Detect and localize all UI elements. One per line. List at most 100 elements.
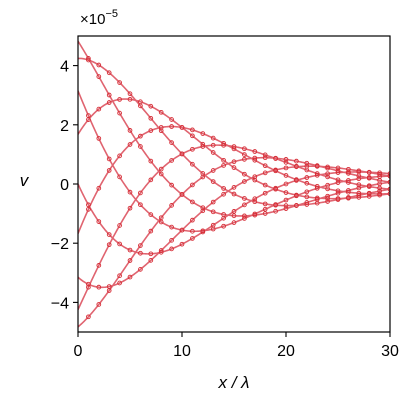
data-point: [252, 174, 258, 180]
data-point: [190, 133, 195, 139]
data-point: [210, 226, 216, 232]
data-point: [148, 103, 154, 109]
data-point: [356, 192, 362, 198]
data-point: [210, 209, 216, 215]
data-point: [96, 185, 102, 191]
data-point: [283, 206, 289, 211]
data-point: [221, 186, 226, 191]
data-point: [138, 99, 143, 105]
data-point: [346, 166, 351, 172]
data-point: [210, 199, 216, 205]
data-point: [117, 223, 122, 228]
data-point: [200, 205, 206, 211]
data-point: [377, 185, 382, 191]
data-point: [314, 183, 320, 189]
y-tick-label: −2: [51, 236, 69, 253]
data-point: [148, 212, 154, 217]
data-point: [158, 125, 164, 130]
data-point: [304, 200, 310, 205]
data-point: [387, 186, 390, 192]
series-group: [78, 40, 390, 328]
data-point: [96, 136, 102, 141]
data-point: [335, 170, 341, 175]
data-point: [86, 314, 91, 320]
data-point: [356, 190, 362, 196]
data-point: [127, 258, 133, 263]
data-point: [304, 194, 310, 200]
data-point: [335, 180, 341, 185]
data-point: [148, 115, 154, 121]
data-point: [210, 142, 216, 148]
data-point: [346, 178, 351, 183]
data-point: [335, 168, 341, 174]
y-tick-label: 0: [60, 177, 69, 194]
data-point: [169, 158, 174, 163]
data-point: [252, 157, 258, 163]
data-point: [262, 190, 268, 196]
data-point: [86, 57, 91, 63]
data-point: [314, 195, 320, 201]
data-point: [356, 176, 362, 182]
series-line-7: [78, 156, 390, 328]
data-point: [106, 242, 112, 248]
data-point: [231, 213, 237, 219]
series-line-3: [78, 57, 390, 207]
data-point: [242, 152, 247, 157]
data-point: [335, 190, 341, 196]
data-point: [283, 160, 289, 165]
data-point: [117, 80, 122, 85]
data-point: [148, 128, 154, 133]
data-point: [262, 201, 268, 207]
data-point: [242, 156, 247, 162]
data-point: [117, 174, 122, 180]
data-point: [138, 190, 143, 196]
y-tick-label: 4: [60, 59, 69, 76]
data-point: [106, 156, 112, 162]
data-point: [262, 163, 268, 169]
data-point: [294, 164, 299, 170]
data-point: [158, 248, 164, 253]
data-point: [86, 202, 91, 208]
data-point: [356, 182, 362, 188]
data-point: [169, 203, 174, 208]
data-point: [314, 185, 320, 191]
data-point: [148, 258, 154, 263]
data-point: [325, 196, 330, 201]
data-point: [106, 284, 112, 289]
data-point: [356, 173, 362, 179]
data-point: [366, 184, 372, 189]
data-point: [169, 124, 174, 129]
data-point: [96, 62, 102, 68]
data-point: [106, 100, 112, 105]
y-multiplier-base: ×10: [80, 11, 105, 28]
data-point: [127, 189, 133, 195]
data-point: [96, 284, 102, 290]
data-point: [242, 179, 247, 184]
data-point: [273, 186, 278, 192]
data-point: [117, 273, 122, 279]
data-point: [387, 171, 390, 176]
data-point: [190, 127, 195, 133]
data-point: [221, 212, 226, 217]
data-point: [210, 168, 216, 173]
data-point: [117, 280, 122, 286]
data-point: [210, 179, 216, 184]
data-point: [127, 205, 133, 211]
data-point: [190, 236, 195, 241]
data-point: [117, 241, 122, 247]
data-point: [366, 170, 372, 175]
data-point: [252, 149, 258, 154]
data-point: [138, 144, 143, 149]
data-point: [346, 180, 351, 185]
data-point: [190, 161, 195, 167]
x-axis-label: x / λ: [217, 373, 249, 392]
data-point: [283, 197, 289, 203]
data-point: [158, 128, 164, 134]
y-multiplier: ×10−5: [80, 8, 118, 28]
data-point: [190, 146, 195, 152]
data-point: [96, 263, 102, 268]
data-point: [252, 199, 258, 205]
data-point: [231, 146, 237, 152]
data-point: [127, 128, 133, 133]
